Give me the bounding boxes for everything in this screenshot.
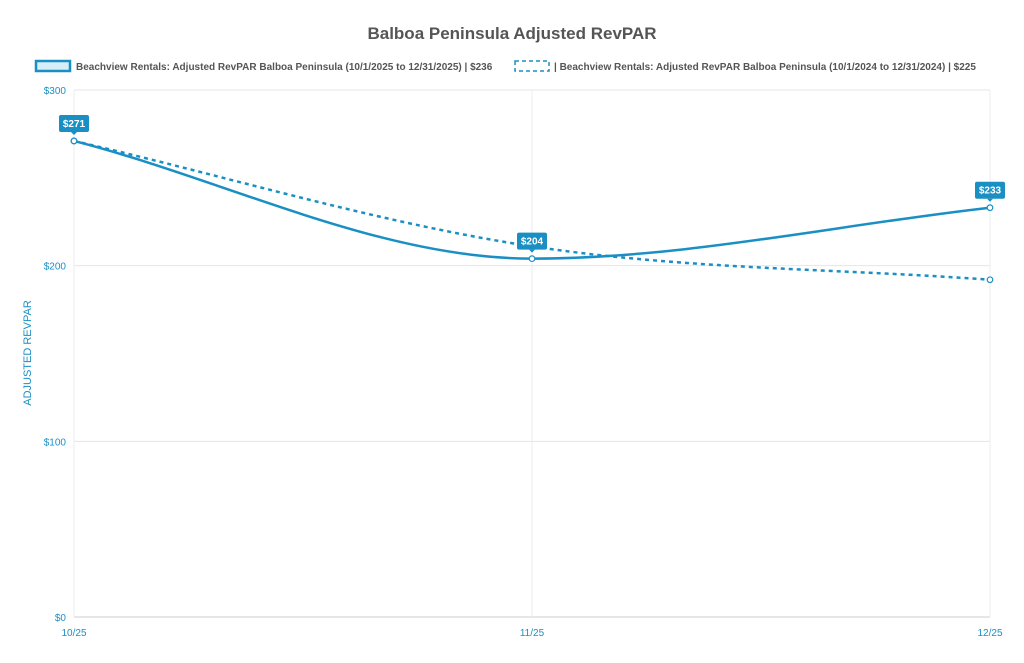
data-label-box (59, 114, 89, 132)
legend-swatch-dashed[interactable] (514, 60, 550, 72)
x-tick-label: 10/25 (61, 628, 86, 639)
data-point-2025[interactable] (70, 137, 78, 145)
legend[interactable]: Beachview Rentals: Adjusted RevPAR Balbo… (34, 59, 976, 73)
y-tick-label: $0 (55, 613, 67, 624)
x-tick-label: 11/25 (520, 628, 545, 639)
legend-label-2024[interactable]: | Beachview Rentals: Adjusted RevPAR Bal… (554, 62, 976, 73)
y-axis-title: ADJUSTED REVPAR (22, 300, 34, 406)
data-point-2024[interactable] (986, 276, 994, 284)
data-label-box (975, 181, 1005, 199)
data-label-box (517, 232, 547, 250)
legend-swatch-solid[interactable] (34, 59, 72, 73)
data-label: $271 (63, 119, 86, 130)
data-label-pointer (987, 198, 993, 202)
data-label-pointer (529, 249, 535, 253)
y-tick-label: $300 (44, 86, 67, 97)
gridlines (73, 89, 991, 618)
legend-label-2025[interactable]: Beachview Rentals: Adjusted RevPAR Balbo… (76, 62, 493, 73)
y-tick-label: $100 (44, 437, 67, 448)
chart-title: Balboa Peninsula Adjusted RevPAR (367, 24, 656, 43)
x-axis-ticks: 10/25 11/25 12/25 (61, 628, 1002, 639)
data-label: $233 (979, 186, 1002, 197)
data-label: $204 (521, 237, 544, 248)
data-point-2025[interactable] (528, 255, 536, 263)
y-axis-ticks: $0 $100 $200 $300 (44, 86, 67, 624)
data-label-pointer (71, 131, 77, 135)
data-point-2025[interactable] (986, 204, 994, 212)
data-labels: $271 $204 $233 (59, 114, 1005, 253)
y-tick-label: $200 (44, 262, 67, 273)
x-tick-label: 12/25 (977, 628, 1002, 639)
